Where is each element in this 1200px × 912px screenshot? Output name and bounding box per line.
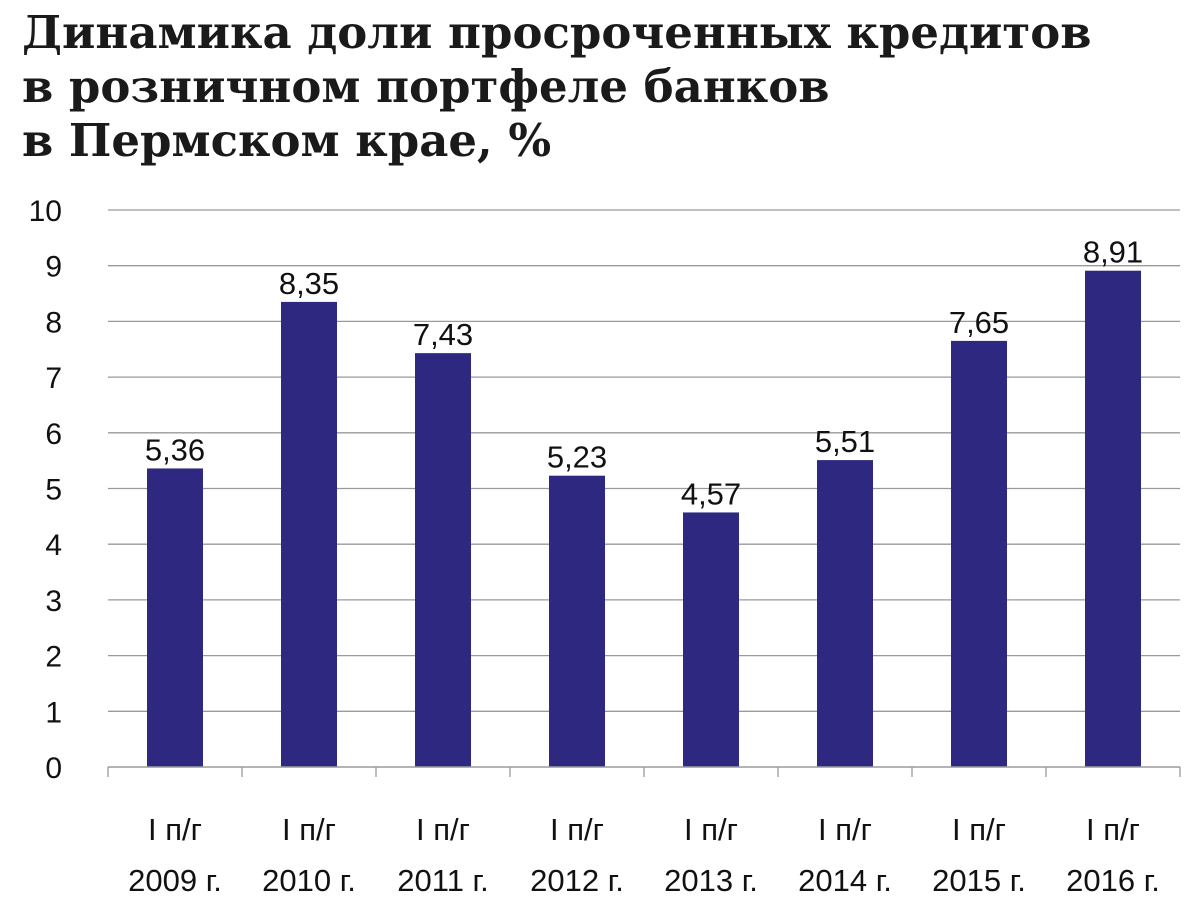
value-label: 5,23 xyxy=(547,440,607,475)
y-tick-label: 2 xyxy=(45,641,62,674)
x-axis-tick-labels: I п/г 2009 г. I п/г 2010 г. I п/г 2011 г. I п/… xyxy=(128,812,1160,898)
x-tick-label-line-1: I п/г xyxy=(148,812,202,847)
y-tick-label: 5 xyxy=(45,474,62,507)
x-axis xyxy=(107,766,1181,777)
value-label: 7,65 xyxy=(949,305,1009,340)
y-tick-label: 0 xyxy=(45,752,62,785)
x-tick-label-line-1: I п/г xyxy=(952,812,1006,847)
value-label: 5,36 xyxy=(145,432,205,467)
y-tick-label: 9 xyxy=(45,251,62,284)
y-tick-label: 10 xyxy=(29,195,62,228)
gridlines xyxy=(108,209,1180,712)
value-label: 8,35 xyxy=(279,266,339,301)
bar xyxy=(549,475,605,767)
bar xyxy=(415,353,471,767)
value-label: 4,57 xyxy=(681,476,741,511)
value-label: 7,43 xyxy=(413,317,473,352)
bar xyxy=(1085,270,1141,767)
x-tick-label-line-1: I п/г xyxy=(282,812,336,847)
x-tick-label-line-2: 2013 г. xyxy=(664,863,758,898)
bars xyxy=(147,270,1141,767)
x-tick-label-line-1: I п/г xyxy=(1086,812,1140,847)
bar xyxy=(951,340,1007,767)
x-tick-label-line-1: I п/г xyxy=(818,812,872,847)
bar xyxy=(281,301,337,767)
bar xyxy=(147,468,203,767)
value-label: 5,51 xyxy=(815,424,875,459)
x-tick-label-line-2: 2011 г. xyxy=(397,863,488,898)
bar xyxy=(817,460,873,767)
y-tick-label: 1 xyxy=(45,696,62,729)
x-tick-label-line-2: 2016 г. xyxy=(1066,863,1160,898)
y-tick-label: 7 xyxy=(45,362,62,395)
chart-title-line-2: в розничном портфеле банков xyxy=(22,60,830,113)
y-tick-label: 3 xyxy=(45,585,62,618)
y-tick-label: 6 xyxy=(45,418,62,451)
x-tick-label-line-2: 2010 г. xyxy=(262,863,356,898)
x-tick-label-line-1: I п/г xyxy=(550,812,604,847)
x-tick-label-line-2: 2015 г. xyxy=(932,863,1026,898)
x-tick-label-line-2: 2012 г. xyxy=(530,863,624,898)
bar xyxy=(683,512,739,767)
x-tick-label-line-2: 2009 г. xyxy=(128,863,222,898)
value-label: 8,91 xyxy=(1083,235,1143,270)
x-tick-label-line-1: I п/г xyxy=(684,812,738,847)
chart-title-line-3: в Пермском крае, % xyxy=(22,114,552,167)
x-tick-label-line-2: 2014 г. xyxy=(798,863,892,898)
y-tick-label: 4 xyxy=(45,529,62,562)
chart-title: Динамика доли просроченных кредитов в ро… xyxy=(22,6,1182,168)
y-tick-label: 8 xyxy=(45,306,62,339)
x-tick-label-line-1: I п/г xyxy=(416,812,470,847)
y-axis-tick-labels: 0 1 2 3 4 5 6 7 8 9 10 xyxy=(29,195,62,785)
value-labels: 5,36 8,35 7,43 5,23 4,57 5,51 7,65 8,91 xyxy=(145,235,1143,512)
chart-title-line-1: Динамика доли просроченных кредитов xyxy=(22,6,1092,59)
